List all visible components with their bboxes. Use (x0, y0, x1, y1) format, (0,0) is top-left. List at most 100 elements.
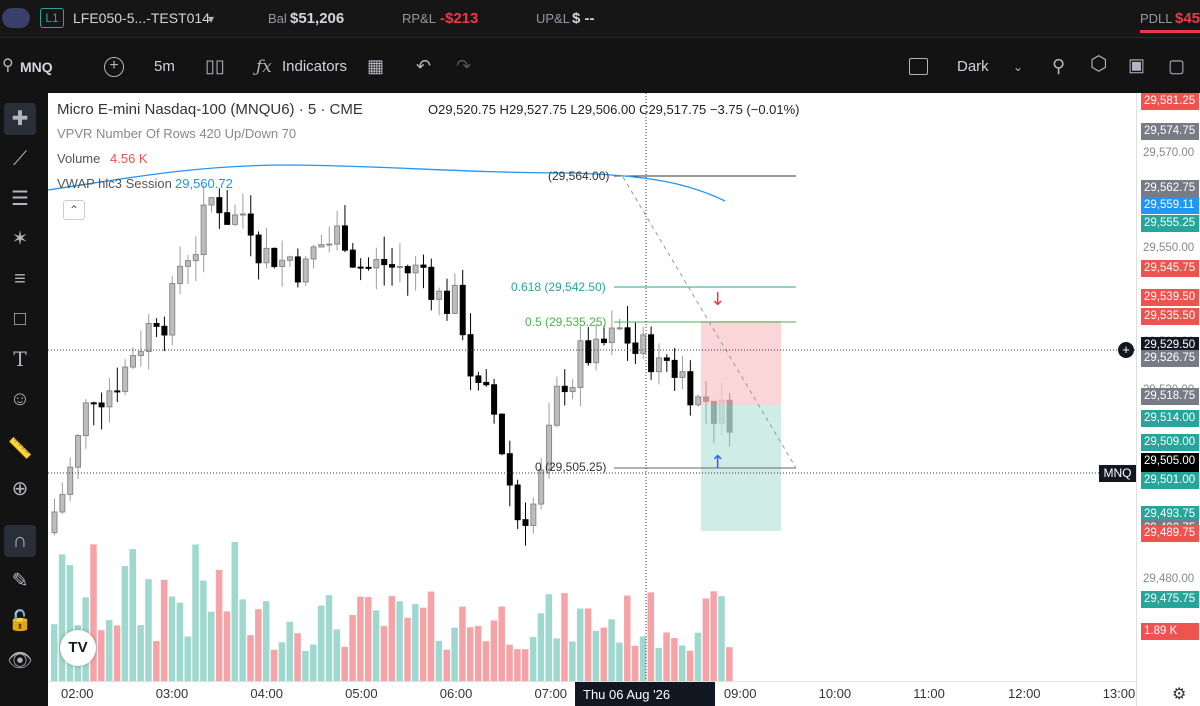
volume-bar (317, 605, 325, 681)
stop-loss-zone[interactable] (701, 321, 781, 405)
crosshair-time-label: Thu 06 Aug '26 (575, 682, 715, 706)
price-chart[interactable]: ↓ ↑ (48, 93, 1136, 681)
search-icon[interactable]: ⚲ (2, 57, 14, 74)
pdll-label: PDLL (1140, 11, 1173, 26)
chevron-down-icon[interactable]: ▾ (208, 12, 215, 26)
realized-pnl-label: RP&L (402, 11, 436, 26)
emoji-tool-icon[interactable]: ☺ (9, 388, 31, 410)
chart-pane[interactable]: ↓ ↑ Micro E-mini Nasdaq-100 (MNQU6) · 5 … (48, 93, 1136, 681)
time-tick: 10:00 (818, 686, 852, 701)
interval-button[interactable]: 5m (154, 58, 175, 75)
candle (326, 243, 333, 246)
candle (90, 402, 97, 405)
shape-tool-icon[interactable]: □ (13, 308, 27, 330)
volume-bar (247, 635, 254, 681)
layouts-icon[interactable]: ▦ (367, 56, 385, 76)
price-axis[interactable]: 29,570.0029,550.0029,530.0029,520.0029,4… (1136, 93, 1200, 706)
volume-bar (121, 565, 129, 681)
volume-bar (443, 649, 450, 681)
volume-bar (655, 647, 662, 681)
candle (695, 396, 702, 406)
time-axis[interactable]: 02:0003:0004:0005:0006:0007:0008:0009:00… (48, 681, 1186, 706)
pattern-tool-icon[interactable]: ✶ (11, 228, 29, 250)
time-tick: 02:00 (61, 686, 94, 701)
horizontal-lines-icon[interactable]: ☰ (11, 188, 29, 210)
candle (530, 503, 537, 526)
candle (153, 322, 160, 327)
lock-icon[interactable]: 🔓 (7, 610, 33, 632)
account-selector[interactable]: LFE050-5...-TEST014 (73, 10, 210, 26)
tradingview-logo[interactable]: TV (60, 630, 96, 666)
candle (200, 204, 207, 256)
ohlc-readout: O29,520.75 H29,527.75 L29,506.00 C29,517… (428, 102, 800, 117)
price-label: 29,535.50 (1141, 308, 1199, 326)
text-tool-icon[interactable]: T (13, 347, 27, 371)
volume-bar (357, 596, 364, 681)
logo[interactable] (2, 8, 30, 28)
fib-label-5: 0.5 (29,535.25) (525, 315, 607, 329)
crosshair-plus-icon[interactable]: + (1118, 342, 1134, 358)
candle (114, 390, 121, 393)
volume-bar (365, 597, 372, 681)
fx-icon[interactable]: ƒx (256, 57, 272, 77)
volume-bar (192, 544, 199, 681)
fib-label-1: (29,564.00) (548, 169, 610, 183)
candle (640, 334, 647, 354)
volume-bar (608, 619, 615, 681)
fib-tool-icon[interactable]: ≡ (14, 268, 26, 290)
volume-bar (686, 650, 694, 681)
unrealized-pnl-label: UP&L (536, 11, 570, 26)
volume-bar (522, 649, 529, 681)
volume-bar (129, 549, 136, 681)
candle (145, 322, 152, 353)
candle-type-icon[interactable]: ▯▯ (205, 56, 225, 76)
volume-bar (569, 641, 576, 681)
candle (585, 340, 592, 364)
volume-bar (90, 544, 97, 681)
vwap-label[interactable]: VWAP hlc3 Session (57, 176, 172, 191)
vpvr-legend[interactable]: VPVR Number Of Rows 420 Up/Down 70 (57, 126, 297, 141)
candle (428, 266, 435, 300)
candle (412, 264, 419, 274)
volume-label[interactable]: Volume (57, 151, 101, 166)
price-label: 29,514.00 (1141, 410, 1199, 428)
ruler-tool-icon[interactable]: 📏 (7, 438, 33, 460)
maximize-icon[interactable]: ▢ (1168, 56, 1186, 76)
candle (491, 384, 498, 415)
zoom-in-icon[interactable]: ⊕ (11, 478, 29, 500)
redo-icon[interactable]: ↷ (456, 56, 472, 76)
trend-line-icon[interactable]: ⟋ (13, 148, 27, 170)
indicators-button[interactable]: Indicators (282, 58, 348, 75)
candle (161, 325, 168, 336)
draw-lock-icon[interactable]: ✎ (11, 570, 29, 592)
candle (279, 259, 286, 268)
candle (59, 493, 66, 513)
volume-bar (231, 542, 239, 681)
visibility-icon[interactable]: 👁 (7, 650, 33, 672)
alert-icon[interactable]: ⚲ (1052, 56, 1066, 76)
candle (239, 213, 246, 216)
chevron-down-icon[interactable]: ⌄ (1013, 60, 1024, 74)
price-label: 29,539.50 (1141, 289, 1199, 307)
volume-bar (66, 565, 74, 681)
price-tick: 29,480.00 (1143, 572, 1195, 585)
theme-selector[interactable]: Dark (957, 58, 989, 75)
camera-icon[interactable]: ▣ (1128, 55, 1146, 75)
crosshair-date: Thu 06 Aug '26 (583, 687, 671, 702)
symbol-search[interactable]: MNQ (20, 59, 53, 75)
crosshair-tool-icon[interactable]: ✚ (4, 103, 36, 135)
collapse-legend-icon[interactable]: ⌃ (63, 200, 85, 220)
chart-title[interactable]: Micro E-mini Nasdaq-100 (MNQU6) · 5 · CM… (57, 101, 363, 118)
candle (271, 247, 278, 268)
candle (310, 246, 317, 260)
volume-bar (105, 620, 113, 681)
volume-bar (600, 627, 607, 681)
drawing-toolbar: ✚ ⟋ ☰ ✶ ≡ □ T ☺ 📏 ⊕ ∩ ✎ 🔓 👁 (0, 93, 48, 706)
undo-icon[interactable]: ↶ (416, 56, 432, 76)
fullscreen-icon[interactable] (909, 58, 928, 75)
settings-icon[interactable]: ⬡ (1090, 53, 1108, 75)
candle (381, 258, 388, 266)
axis-settings-icon[interactable]: ⚙ (1172, 686, 1187, 703)
add-symbol-icon[interactable]: + (104, 57, 124, 77)
magnet-icon[interactable]: ∩ (4, 525, 36, 557)
